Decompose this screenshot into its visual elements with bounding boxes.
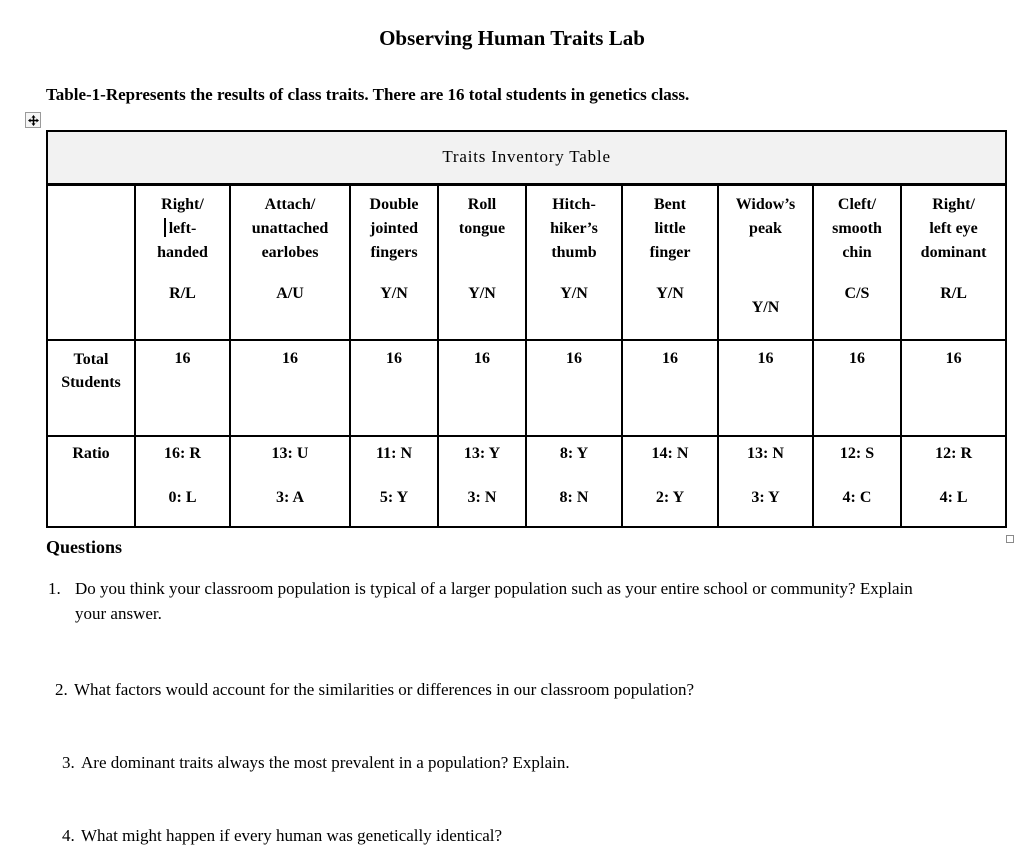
- question-number: 3.: [62, 753, 75, 772]
- trait-header-cleft-chin[interactable]: Cleft/ smooth chin C/S: [812, 183, 902, 341]
- total-cell[interactable]: 16: [621, 339, 719, 437]
- question-2[interactable]: 2. What factors would account for the si…: [55, 677, 955, 702]
- trait-header-eye-dominance[interactable]: Right/ left eye dominant R/L: [899, 183, 1008, 341]
- trait-header-handedness[interactable]: Right/ left- handed R/L: [134, 183, 231, 341]
- page-title[interactable]: Observing Human Traits Lab: [379, 26, 645, 50]
- total-cell[interactable]: 16: [812, 339, 902, 437]
- trait-header-earlobes[interactable]: Attach/ unattached earlobes A/U: [229, 183, 351, 341]
- trait-name: Double jointed fingers: [369, 195, 419, 261]
- ratio-cell[interactable]: 11: N 5: Y: [349, 435, 439, 528]
- trait-header-double-jointed[interactable]: Double jointed fingers Y/N: [349, 183, 439, 341]
- trait-header-roll-tongue[interactable]: Roll tongue Y/N: [437, 183, 527, 341]
- trait-header-bent-finger[interactable]: Bent little finger Y/N: [621, 183, 719, 341]
- total-cell[interactable]: 16: [717, 339, 814, 437]
- four-arrow-move-glyph: [27, 114, 39, 126]
- total-cell[interactable]: 16: [899, 339, 1008, 437]
- total-students-row: Total Students 16 16 16 16 16 16 16 16 1…: [46, 339, 1008, 437]
- table-resize-icon[interactable]: [1006, 535, 1014, 543]
- table-caption[interactable]: Table-1-Represents the results of class …: [46, 85, 690, 104]
- trait-code: Y/N: [656, 284, 684, 302]
- trait-code: Y/N: [380, 284, 408, 302]
- question-3[interactable]: 3. Are dominant traits always the most p…: [62, 750, 962, 775]
- question-text: What factors would account for the simil…: [74, 680, 694, 699]
- trait-header-hitchhiker-thumb[interactable]: Hitch- hiker’s thumb Y/N: [525, 183, 623, 341]
- total-cell[interactable]: 16: [349, 339, 439, 437]
- trait-code: C/S: [844, 284, 870, 302]
- trait-name: Cleft/ smooth chin: [832, 195, 882, 261]
- ratio-cell[interactable]: 13: Y 3: N: [437, 435, 527, 528]
- trait-name: Bent little finger: [649, 195, 691, 261]
- question-1[interactable]: 1. Do you think your classroom populatio…: [48, 576, 933, 626]
- trait-code: Y/N: [468, 284, 496, 302]
- trait-code: R/L: [169, 284, 196, 302]
- total-cell[interactable]: 16: [229, 339, 351, 437]
- question-number: 4.: [62, 826, 75, 845]
- trait-name: Attach/ unattached earlobes: [251, 195, 329, 261]
- trait-header-row: Right/ left- handed R/L Attach/ unattach…: [46, 183, 1008, 341]
- trait-code: R/L: [940, 284, 967, 302]
- ratio-cell[interactable]: 13: U 3: A: [229, 435, 351, 528]
- trait-name: Right/ left- handed: [157, 195, 208, 261]
- question-text: What might happen if every human was gen…: [81, 826, 503, 845]
- ratio-cell[interactable]: 12: R 4: L: [899, 435, 1008, 528]
- trait-code: Y/N: [560, 284, 588, 302]
- ratio-cell[interactable]: 12: S 4: C: [812, 435, 902, 528]
- ratio-label[interactable]: Ratio: [46, 435, 136, 528]
- total-cell[interactable]: 16: [134, 339, 231, 437]
- question-number: 1.: [48, 579, 61, 598]
- questions-heading[interactable]: Questions: [46, 537, 123, 557]
- trait-name: Widow’s peak: [735, 195, 796, 237]
- total-cell[interactable]: 16: [437, 339, 527, 437]
- total-students-label[interactable]: Total Students: [46, 339, 136, 437]
- traits-inventory-table: Traits Inventory Table Right/ left- hand…: [45, 130, 1008, 528]
- trait-code: Y/N: [751, 298, 780, 316]
- ratio-row: Ratio 16: R 0: L 13: U 3: A 11: N 5: Y 1…: [46, 435, 1008, 528]
- ratio-cell[interactable]: 8: Y 8: N: [525, 435, 623, 528]
- trait-name: Right/ left eye dominant: [920, 195, 987, 261]
- table-title-row: Traits Inventory Table: [45, 130, 1008, 186]
- total-cell[interactable]: 16: [525, 339, 623, 437]
- ratio-cell[interactable]: 14: N 2: Y: [621, 435, 719, 528]
- trait-code: A/U: [276, 284, 304, 302]
- question-number: 2.: [55, 680, 68, 699]
- table-move-icon[interactable]: [25, 112, 41, 128]
- question-4[interactable]: 4. What might happen if every human was …: [62, 823, 962, 848]
- trait-name: Hitch- hiker’s thumb: [550, 195, 598, 261]
- text-cursor-icon: [164, 217, 166, 237]
- trait-header-widows-peak[interactable]: Widow’s peak Y/N: [717, 183, 814, 341]
- corner-cell[interactable]: [46, 183, 136, 341]
- trait-name: Roll tongue: [458, 195, 506, 237]
- ratio-cell[interactable]: 13: N 3: Y: [717, 435, 814, 528]
- question-text: Are dominant traits always the most prev…: [81, 753, 570, 772]
- question-text: Do you think your classroom population i…: [75, 579, 913, 623]
- ratio-cell[interactable]: 16: R 0: L: [134, 435, 231, 528]
- table-title[interactable]: Traits Inventory Table: [45, 130, 1008, 186]
